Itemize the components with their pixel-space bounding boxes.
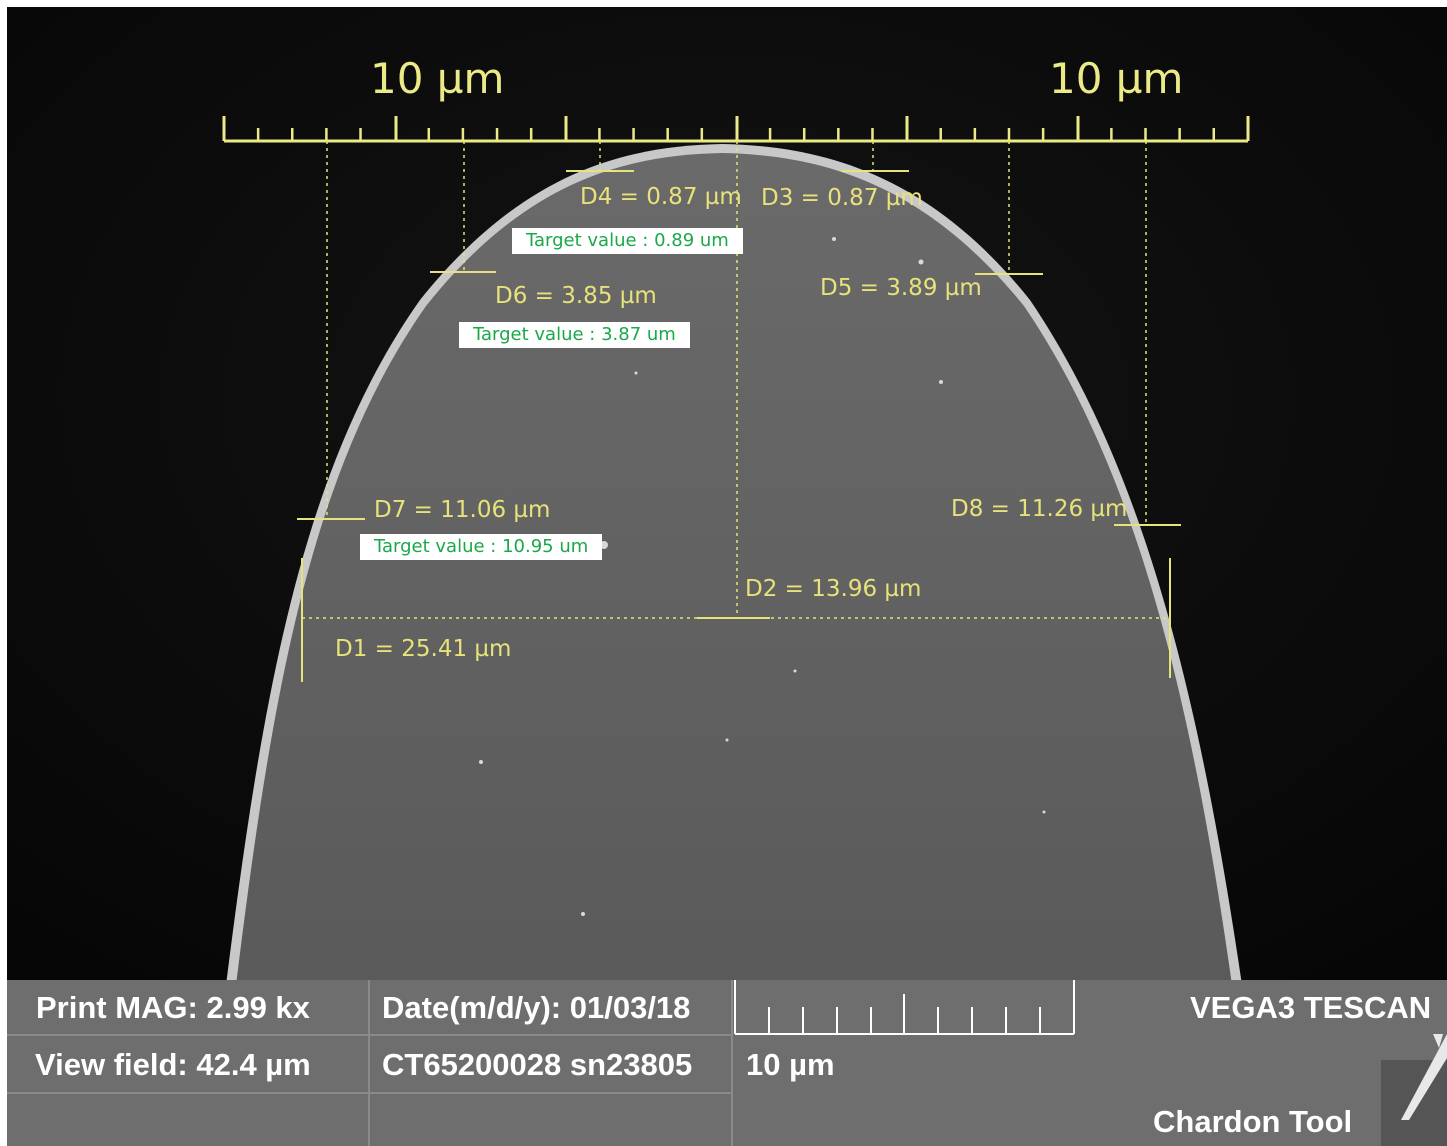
- tescan-logo-icon: [1381, 1034, 1447, 1146]
- scale-label-left: 10 µm: [370, 54, 504, 103]
- tool-tip-body: [236, 153, 1232, 985]
- print-magnification: Print MAG: 2.99 kx: [36, 990, 310, 1025]
- measurement-d8: D8 = 11.26 µm: [951, 496, 1127, 522]
- info-scale-bar: [734, 980, 1075, 1035]
- target-value-box: Target value : 0.89 um: [512, 228, 743, 254]
- measurement-guides: [302, 141, 1170, 619]
- view-field: View field: 42.4 µm: [35, 1047, 311, 1082]
- target-value-box: Target value : 3.87 um: [459, 322, 690, 348]
- top-scale-minor-ticks: [256, 128, 1216, 141]
- scale-label-right: 10 µm: [1049, 54, 1183, 103]
- measurement-d7: D7 = 11.06 µm: [374, 497, 550, 523]
- measurement-d4: D4 = 0.87 µm: [580, 184, 742, 210]
- measurement-d5: D5 = 3.89 µm: [820, 275, 982, 301]
- company-name: Chardon Tool: [1153, 1104, 1353, 1139]
- info-scale-label: 10 µm: [746, 1047, 835, 1082]
- measurement-d1: D1 = 25.41 µm: [335, 636, 511, 662]
- sem-info-bar: Print MAG: 2.99 kx View field: 42.4 µm D…: [7, 980, 1447, 1146]
- instrument-name: VEGA3 TESCAN: [1190, 990, 1432, 1025]
- measurement-d6: D6 = 3.85 µm: [495, 283, 657, 309]
- serial-number: CT65200028 sn23805: [382, 1047, 693, 1082]
- measurement-d2: D2 = 13.96 µm: [745, 576, 921, 602]
- target-value-box: Target value : 10.95 um: [360, 534, 603, 560]
- measurement-d3: D3 = 0.87 µm: [761, 185, 923, 211]
- measurement-markers: [297, 170, 1181, 682]
- acquisition-date: Date(m/d/y): 01/03/18: [382, 990, 691, 1025]
- top-scale-bar: [222, 116, 1250, 143]
